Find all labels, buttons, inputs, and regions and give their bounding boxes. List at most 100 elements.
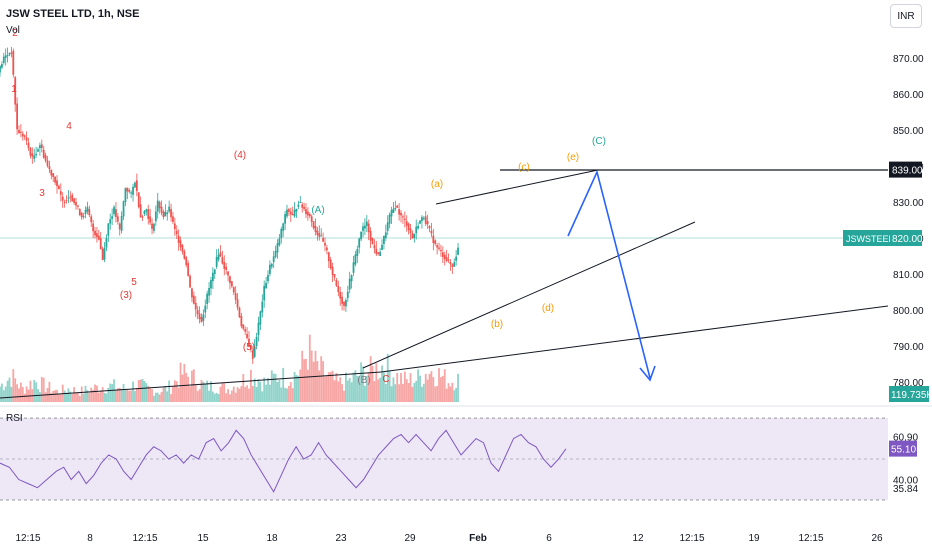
candle-body	[111, 216, 114, 219]
candle-body	[415, 226, 418, 234]
candle-body	[173, 223, 176, 230]
volume-bar	[413, 382, 416, 402]
volume-bar	[375, 363, 378, 402]
candle-body	[403, 218, 406, 220]
volume-bar	[153, 395, 155, 402]
volume-bar	[35, 382, 38, 402]
candle-body	[405, 221, 408, 226]
volume-bar	[377, 379, 380, 402]
volume-bar	[396, 372, 399, 402]
wave-label: (5)	[243, 342, 255, 353]
volume-bar	[139, 379, 142, 402]
candle-body	[255, 336, 258, 346]
candle-body	[443, 254, 446, 260]
candle-body	[213, 269, 216, 274]
level-label: 839.00	[892, 166, 923, 177]
candle-body	[284, 214, 286, 224]
volume-bar	[422, 383, 425, 402]
volume-bar	[417, 369, 420, 402]
candle-body	[96, 233, 98, 238]
volume-bar	[291, 388, 294, 402]
volume-bar	[430, 371, 433, 402]
volume-bar	[128, 390, 131, 402]
price-axis-tick: 860.00	[893, 90, 924, 101]
candle-body	[143, 211, 146, 214]
volume-bar	[75, 392, 77, 402]
volume-bar	[434, 386, 437, 402]
candle-body	[261, 301, 264, 313]
candle-body	[240, 316, 243, 327]
candle-body	[441, 252, 444, 257]
candle-body	[249, 344, 252, 350]
candle-body	[295, 208, 298, 212]
volume-bar	[318, 370, 321, 402]
volume-bar	[58, 393, 60, 402]
volume-bar	[172, 386, 174, 402]
candle-body	[384, 232, 387, 238]
candle-body	[120, 216, 123, 231]
volume-bar	[39, 391, 41, 402]
volume-bar	[16, 384, 19, 402]
volume-bar	[164, 385, 167, 402]
candle-body	[421, 217, 423, 222]
candle-body	[411, 233, 414, 239]
candle-body	[314, 226, 317, 233]
candle-body	[109, 219, 112, 224]
candle-body	[65, 200, 68, 202]
wave-label: C	[382, 374, 389, 385]
volume-bar	[246, 385, 248, 402]
volume-bar	[204, 383, 207, 402]
wave-label: (A)	[311, 205, 324, 216]
candle-body	[379, 251, 382, 256]
volume-bar	[240, 386, 243, 402]
candle-body	[149, 216, 152, 223]
volume-label-box	[889, 386, 929, 402]
candle-body	[25, 137, 28, 141]
volume-bar	[202, 381, 205, 402]
wave-label: 1	[11, 84, 17, 95]
volume-bar	[12, 369, 15, 402]
candle-body	[343, 301, 345, 306]
volume-bar	[208, 390, 210, 402]
price-label-box	[843, 230, 890, 246]
volume-bar	[196, 391, 199, 402]
volume-bar	[345, 372, 347, 402]
candle-body	[305, 209, 307, 215]
volume-bar	[198, 389, 201, 402]
volume-bar	[333, 380, 336, 402]
candle-body	[371, 238, 374, 245]
volume-bar	[168, 380, 171, 402]
volume-bar	[364, 385, 366, 402]
candle-body	[1, 63, 3, 68]
volume-bar	[337, 381, 340, 402]
candle-body	[219, 252, 222, 257]
volume-bar	[177, 387, 180, 402]
volume-bar	[118, 387, 121, 402]
candle-body	[202, 314, 205, 321]
volume-bar	[6, 380, 9, 402]
candle-body	[263, 285, 266, 301]
rsi-axis-tick: 35.84	[893, 484, 918, 495]
wave-label: (e)	[567, 152, 579, 163]
candle-body	[132, 186, 134, 195]
volume-bar	[63, 390, 66, 402]
volume-bar	[88, 392, 91, 402]
volume-bar	[341, 384, 344, 402]
candle-body	[217, 254, 220, 260]
candle-body	[2, 56, 5, 63]
candle-body	[27, 142, 30, 148]
volume-bar	[303, 359, 305, 402]
volume-bar	[282, 367, 285, 402]
volume-bar	[301, 350, 304, 402]
volume-bar	[69, 391, 72, 402]
candle-body	[124, 188, 127, 202]
volume-bar	[403, 371, 406, 402]
volume-bar	[358, 376, 361, 402]
volume-bar	[54, 390, 57, 402]
volume-bar	[206, 380, 209, 402]
candle-body	[21, 133, 24, 137]
candle-body	[272, 256, 275, 262]
currency-button[interactable]: INR	[890, 4, 922, 28]
candle-body	[381, 244, 383, 250]
